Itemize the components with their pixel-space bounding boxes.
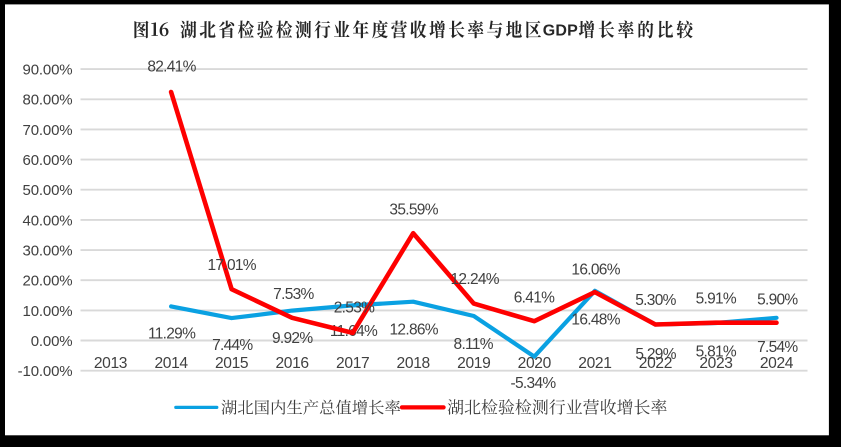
svg-text:2014: 2014 — [154, 355, 188, 372]
svg-text:-10.00%: -10.00% — [18, 363, 73, 380]
svg-text:20.00%: 20.00% — [23, 273, 73, 290]
svg-text:5.30%: 5.30% — [635, 292, 676, 309]
svg-text:7.44%: 7.44% — [212, 337, 253, 354]
svg-text:2020: 2020 — [518, 355, 552, 372]
svg-text:8.11%: 8.11% — [454, 336, 494, 353]
svg-text:5.91%: 5.91% — [696, 290, 737, 307]
svg-text:12.24%: 12.24% — [451, 271, 500, 288]
svg-text:6.41%: 6.41% — [514, 290, 555, 307]
svg-text:9.92%: 9.92% — [272, 330, 313, 347]
svg-text:2023: 2023 — [699, 355, 732, 372]
svg-text:7.53%: 7.53% — [273, 286, 314, 303]
svg-text:12.86%: 12.86% — [390, 322, 439, 339]
svg-text:2015: 2015 — [215, 355, 249, 372]
svg-text:80.00%: 80.00% — [23, 92, 73, 109]
svg-text:GDP: GDP — [543, 23, 578, 40]
svg-text:2021: 2021 — [578, 355, 611, 372]
svg-text:11.29%: 11.29% — [148, 326, 196, 343]
svg-text:70.00%: 70.00% — [23, 122, 73, 139]
svg-text:90.00%: 90.00% — [23, 62, 73, 79]
svg-text:17.01%: 17.01% — [208, 257, 257, 274]
svg-text:2.53%: 2.53% — [334, 300, 375, 317]
svg-text:2019: 2019 — [457, 355, 490, 372]
svg-text:5.29%: 5.29% — [635, 346, 676, 363]
svg-text:82.41%: 82.41% — [147, 58, 196, 75]
svg-text:2013: 2013 — [94, 355, 127, 372]
svg-text:-5.34%: -5.34% — [511, 375, 557, 392]
svg-text:7.54%: 7.54% — [757, 339, 798, 356]
svg-text:10.00%: 10.00% — [23, 303, 73, 320]
svg-text:5.81%: 5.81% — [696, 343, 737, 360]
svg-text:2022: 2022 — [639, 355, 672, 372]
svg-text:0.00%: 0.00% — [31, 333, 73, 350]
svg-text:16.06%: 16.06% — [571, 261, 620, 278]
svg-text:2016: 2016 — [275, 355, 308, 372]
svg-text:40.00%: 40.00% — [23, 212, 73, 229]
svg-text:60.00%: 60.00% — [23, 152, 73, 169]
svg-text:2017: 2017 — [336, 355, 369, 372]
svg-text:50.00%: 50.00% — [23, 182, 73, 199]
svg-text:30.00%: 30.00% — [23, 243, 73, 260]
svg-text:5.90%: 5.90% — [757, 292, 798, 309]
svg-text:2024: 2024 — [760, 355, 794, 372]
svg-text:16.48%: 16.48% — [571, 312, 620, 329]
svg-text:2018: 2018 — [397, 355, 430, 372]
svg-text:35.59%: 35.59% — [389, 201, 438, 218]
